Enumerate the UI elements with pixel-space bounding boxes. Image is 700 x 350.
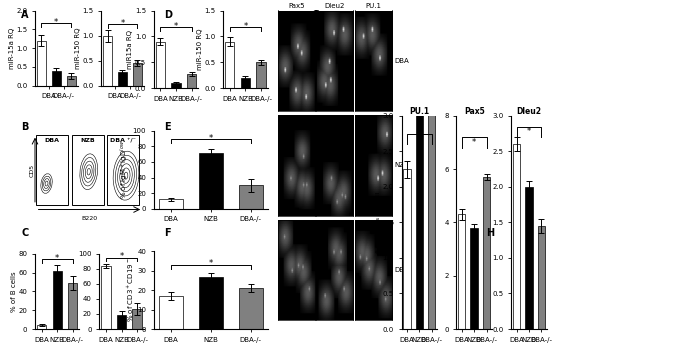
Y-axis label: miR15a RQ: miR15a RQ [127, 30, 134, 69]
Title: Pax5: Pax5 [464, 107, 484, 116]
Bar [159, 199, 183, 209]
Bar [132, 309, 142, 329]
Bar [403, 169, 411, 329]
Bar [117, 315, 126, 329]
Bar [133, 63, 142, 86]
Bar [172, 83, 181, 88]
Bar [159, 296, 183, 329]
Bar [102, 266, 111, 329]
Text: B220: B220 [81, 216, 97, 221]
Text: *: * [120, 252, 124, 261]
Y-axis label: # of signals per cell: # of signals per cell [377, 191, 382, 254]
Title: Dleu2: Dleu2 [325, 3, 345, 9]
Title: PU.1: PU.1 [365, 3, 382, 9]
Bar [458, 215, 466, 329]
Bar [52, 271, 62, 329]
Bar [71, 135, 104, 205]
Text: *: * [209, 259, 213, 268]
Text: D: D [164, 10, 172, 21]
Text: H: H [486, 228, 495, 238]
Bar [239, 288, 262, 329]
Text: CD5: CD5 [30, 163, 35, 177]
Bar [37, 41, 46, 86]
Bar [525, 187, 533, 329]
Text: F: F [164, 228, 171, 238]
Text: DBA⁺/⁻: DBA⁺/⁻ [395, 267, 419, 273]
Bar [52, 71, 61, 86]
Title: PU.1: PU.1 [410, 107, 429, 116]
Text: G: G [312, 10, 319, 21]
Bar [470, 228, 478, 329]
Bar [199, 276, 223, 329]
Bar [187, 74, 197, 88]
Bar [538, 226, 545, 329]
Text: *: * [527, 127, 531, 136]
Y-axis label: miR-150 RQ: miR-150 RQ [197, 29, 203, 70]
Text: *: * [417, 134, 421, 143]
Bar [256, 62, 266, 88]
Title: Dleu2: Dleu2 [517, 107, 542, 116]
Bar [513, 144, 520, 329]
Y-axis label: % of B cells: % of B cells [11, 271, 17, 312]
Bar [241, 78, 250, 88]
Text: *: * [244, 22, 248, 31]
Bar [156, 42, 165, 88]
Bar [416, 0, 423, 329]
Bar [66, 76, 76, 86]
Bar [118, 72, 127, 86]
Bar [68, 283, 78, 329]
Text: *: * [120, 19, 125, 28]
Text: NZB: NZB [80, 138, 95, 143]
Bar [483, 177, 490, 329]
Title: Pax5: Pax5 [288, 3, 304, 9]
Text: NZB: NZB [395, 162, 409, 168]
Text: A: A [21, 10, 29, 21]
Text: DBA: DBA [45, 138, 60, 143]
Text: DBA ⁺/⁻: DBA ⁺/⁻ [111, 138, 136, 143]
Bar [103, 36, 112, 86]
Bar [36, 135, 68, 205]
Y-axis label: miR-150 RQ: miR-150 RQ [75, 27, 81, 69]
Text: *: * [209, 134, 213, 143]
Bar [37, 325, 46, 329]
Bar [239, 185, 262, 209]
Text: DBA: DBA [395, 58, 409, 64]
Bar [428, 0, 435, 329]
Text: *: * [174, 22, 179, 31]
Text: C: C [21, 228, 28, 238]
Bar [199, 153, 223, 209]
Y-axis label: % of IgM$^+$IgD$^{low}$: % of IgM$^+$IgD$^{low}$ [119, 140, 131, 199]
Y-axis label: % of CD3$^+$CD19$^-$: % of CD3$^+$CD19$^-$ [125, 258, 136, 322]
Text: *: * [55, 254, 60, 263]
Text: *: * [54, 18, 59, 27]
Text: B: B [21, 122, 29, 133]
Text: E: E [164, 122, 171, 133]
Bar [107, 135, 139, 205]
Text: *: * [472, 138, 476, 147]
Bar [225, 42, 234, 88]
Y-axis label: miR-15a RQ: miR-15a RQ [8, 27, 15, 69]
